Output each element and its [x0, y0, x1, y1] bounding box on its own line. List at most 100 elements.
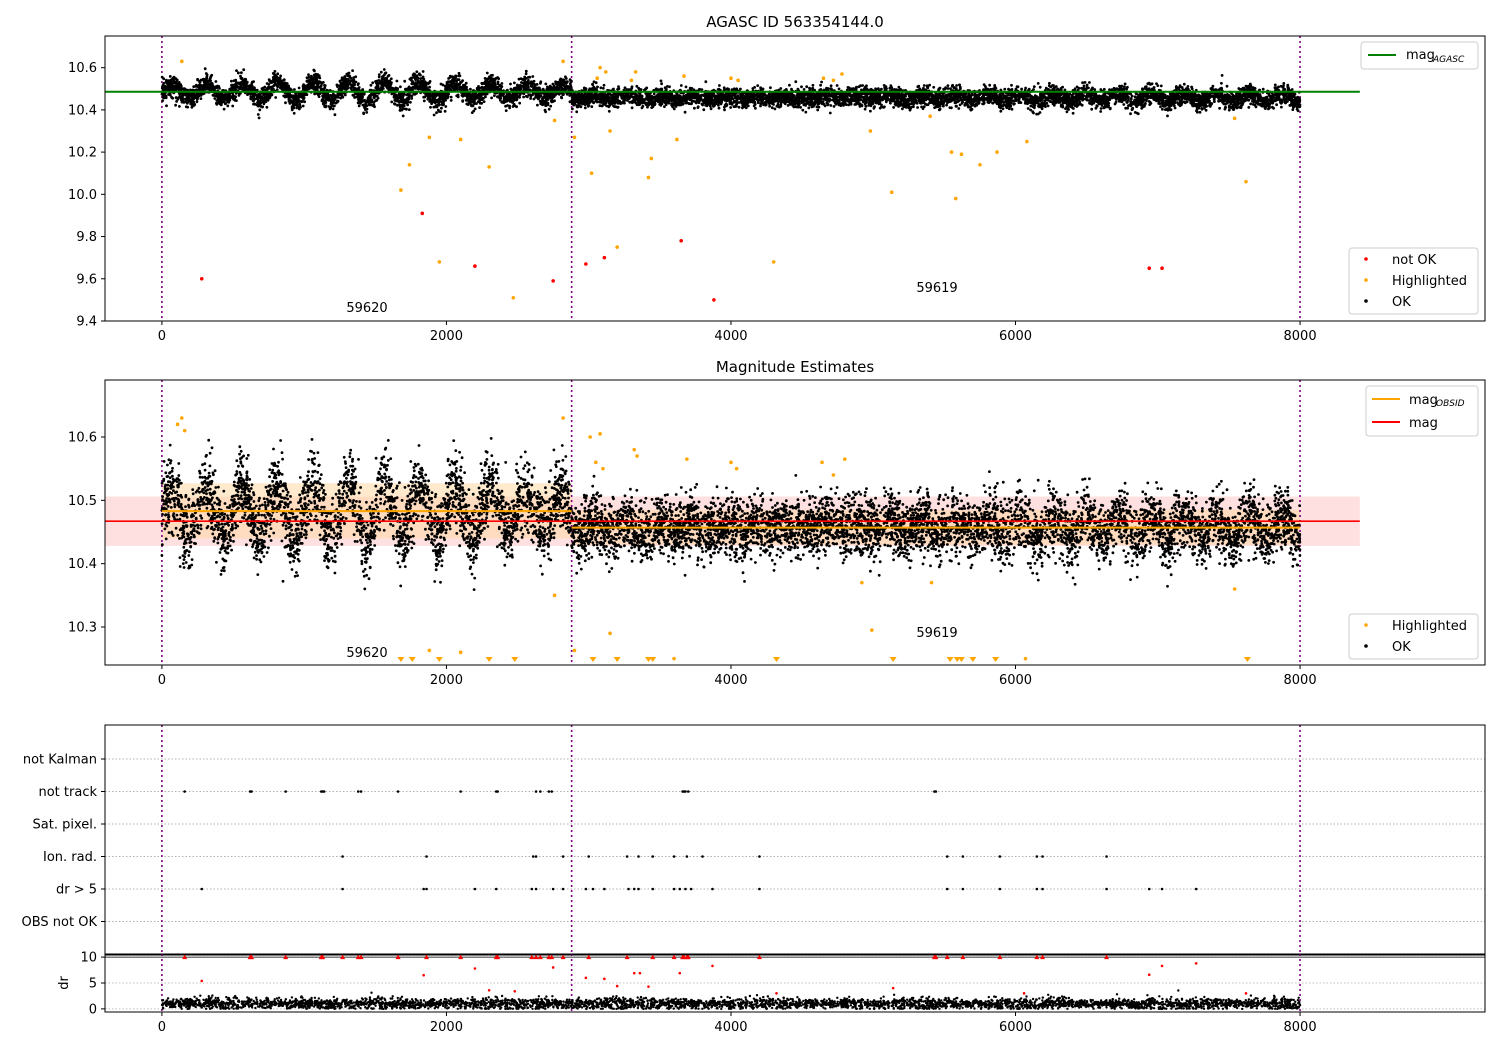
ok-point	[301, 94, 305, 98]
ok-point	[226, 104, 230, 108]
ok-point	[376, 96, 380, 100]
ok-point	[512, 98, 516, 102]
ok-point	[517, 85, 521, 89]
ok-point	[256, 104, 260, 108]
ok-point	[196, 77, 200, 81]
ok-point	[892, 106, 895, 109]
ok-point	[166, 80, 170, 84]
ok-point	[170, 83, 174, 87]
ok-point	[205, 79, 208, 82]
ok-point	[570, 79, 573, 83]
ok-point	[523, 80, 527, 84]
ok-point	[176, 97, 180, 101]
ok-point	[489, 74, 493, 77]
ok-point	[414, 81, 418, 84]
ok-point	[307, 83, 311, 86]
ok-point	[442, 92, 445, 96]
ok-point	[422, 82, 426, 86]
ok-point	[1001, 107, 1005, 111]
ok-point	[443, 109, 447, 113]
ok-point	[432, 98, 435, 101]
ok-point	[214, 80, 218, 83]
ok-point	[449, 99, 453, 102]
ok-point	[386, 80, 390, 84]
ok-point	[167, 83, 171, 87]
ok-point	[355, 92, 359, 96]
ok-point	[429, 99, 433, 103]
ok-point	[368, 93, 372, 97]
ok-point	[270, 93, 274, 97]
ok-point	[412, 92, 416, 96]
ok-point	[174, 77, 178, 80]
ok-point	[199, 94, 203, 97]
ok-point	[568, 82, 572, 86]
ok-point	[357, 97, 360, 101]
ok-point	[394, 98, 397, 102]
ok-point	[178, 95, 182, 99]
ok-point	[240, 71, 243, 75]
ok-point	[389, 77, 393, 81]
ok-point	[524, 72, 528, 76]
ok-point	[228, 96, 232, 100]
ok-point	[307, 73, 310, 77]
ok-point	[215, 101, 218, 105]
ok-point	[1016, 85, 1020, 89]
ok-point	[282, 94, 286, 98]
ok-point	[351, 79, 355, 83]
ok-point	[346, 74, 350, 78]
ok-point	[469, 96, 473, 100]
ok-point	[184, 97, 187, 101]
ok-point	[498, 98, 502, 102]
ok-point	[450, 85, 453, 89]
ok-point	[298, 102, 301, 106]
ok-point	[228, 87, 232, 91]
ok-point	[202, 92, 206, 95]
ok-point	[541, 99, 545, 103]
ok-point	[400, 97, 403, 100]
ok-point	[409, 100, 412, 104]
ok-point	[315, 88, 318, 92]
ok-point	[290, 106, 294, 110]
ok-point	[295, 106, 299, 110]
ok-point	[230, 79, 233, 83]
ok-point	[179, 83, 183, 87]
ok-point	[457, 71, 461, 75]
ok-point	[380, 78, 384, 82]
ok-point	[292, 95, 296, 98]
ok-point	[701, 103, 704, 107]
ok-point	[360, 97, 364, 100]
ok-point	[466, 96, 469, 100]
ok-point	[1168, 92, 1172, 96]
ok-point	[422, 95, 426, 99]
ok-point	[180, 97, 183, 101]
ok-point	[293, 88, 296, 91]
ok-point	[339, 85, 343, 88]
ok-point	[395, 79, 399, 83]
ok-point	[232, 79, 236, 83]
ok-point	[478, 106, 481, 109]
ok-point	[546, 103, 549, 107]
ok-point	[1156, 84, 1160, 87]
ok-point	[549, 99, 553, 103]
ok-point	[374, 86, 378, 90]
ok-point	[398, 108, 402, 112]
ok-point	[316, 75, 320, 79]
ok-point	[515, 86, 518, 90]
ok-point	[239, 74, 242, 78]
ok-point	[407, 108, 411, 111]
ok-point	[434, 99, 437, 103]
ok-point	[1003, 87, 1007, 91]
ok-point	[246, 87, 250, 91]
ok-point	[235, 99, 238, 102]
ok-point	[518, 93, 522, 97]
ok-point	[165, 104, 168, 108]
ok-point	[438, 95, 442, 99]
ok-point	[383, 72, 387, 75]
ok-point	[392, 95, 396, 99]
ok-point	[333, 113, 337, 117]
ok-point	[363, 106, 366, 109]
ok-point	[253, 92, 257, 96]
ok-point	[496, 80, 500, 84]
ok-point	[541, 87, 545, 91]
ok-point	[195, 97, 199, 101]
